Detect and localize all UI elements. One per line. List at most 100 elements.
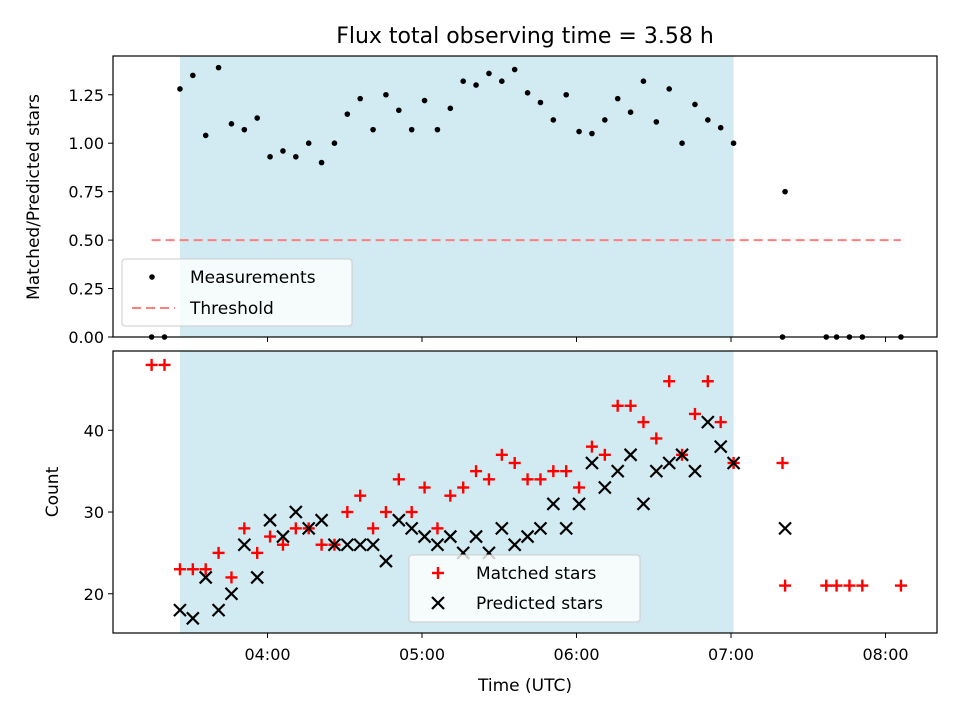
matched-star-point	[289, 522, 302, 535]
x-tick-label: 04:00	[244, 645, 290, 664]
measurement-point	[280, 148, 286, 154]
predicted-star-mark-b	[610, 464, 625, 478]
bottom-y-tick-label: 30	[84, 503, 104, 522]
measurement-point	[267, 153, 273, 160]
predicted-star-point	[186, 611, 200, 626]
measurement-point	[473, 82, 479, 88]
matched-star-point	[856, 579, 869, 592]
measurement-point	[215, 64, 222, 71]
measurement-point	[602, 117, 608, 123]
measurement-point	[653, 119, 660, 125]
predicted-star-point	[507, 537, 522, 552]
predicted-star-mark-b	[353, 537, 367, 552]
predicted-star-mark-b	[520, 529, 535, 544]
top-legend-box	[121, 258, 353, 327]
predicted-star-mark-b	[469, 529, 483, 544]
predicted-star-mark-b	[289, 505, 303, 519]
measurement-point	[254, 115, 260, 121]
chart-title: Flux total observing time = 3.58 h	[336, 24, 714, 49]
measurement-point	[782, 188, 788, 195]
x-tick-label: 07:00	[708, 645, 754, 664]
predicted-star-mark-b	[392, 513, 406, 527]
matched-star-point	[701, 375, 714, 388]
matched-star-point	[521, 473, 534, 486]
legend-matched-marker	[432, 567, 444, 579]
measurement-point	[550, 117, 557, 123]
matched-star-point	[650, 432, 663, 445]
measurement-point	[524, 90, 531, 96]
predicted-star-point	[662, 456, 676, 470]
predicted-star-point	[598, 480, 612, 495]
matched-star-point	[145, 358, 158, 371]
predicted-star-point	[211, 603, 226, 617]
matched-star-point	[495, 448, 508, 461]
bottom-panel: 20 30 40 04:00 05:00 06:00 07:00 08:00 Count T…	[43, 350, 938, 696]
bottom-y-axis-label: Count	[43, 466, 63, 517]
predicted-star-mark-b	[327, 537, 342, 552]
predicted-star-mark-b	[340, 537, 355, 552]
measurement-point	[370, 126, 376, 133]
predicted-star-mark-b	[726, 456, 741, 470]
predicted-star-mark-b	[778, 521, 792, 536]
matched-star-point	[212, 546, 225, 559]
top-y-tick-label: 0.25	[68, 280, 104, 299]
predicted-star-point	[263, 513, 277, 527]
measurement-point	[202, 132, 209, 139]
predicted-star-point	[559, 521, 573, 536]
predicted-star-mark-b	[585, 456, 599, 470]
predicted-star-point	[340, 537, 355, 552]
predicted-star-mark-b	[546, 497, 561, 511]
measurement-point	[563, 91, 569, 98]
predicted-star-point	[366, 537, 380, 552]
legend-measurements-label: Measurements	[190, 268, 316, 288]
matched-star-point	[547, 465, 560, 478]
predicted-star-point	[688, 464, 702, 478]
bottom-y-ticks: 20 30 40	[84, 421, 113, 604]
matched-star-point	[663, 375, 676, 388]
predicted-star-point	[546, 497, 561, 511]
matched-star-point	[341, 506, 354, 519]
matched-star-point	[251, 546, 264, 559]
predicted-star-mark-b	[186, 611, 200, 626]
predicted-star-mark-b	[713, 439, 728, 454]
measurement-point	[589, 130, 595, 137]
matched-star-point	[534, 473, 547, 486]
predicted-star-point	[649, 464, 664, 478]
predicted-star-point	[636, 497, 651, 511]
matched-star-point	[688, 407, 701, 420]
predicted-star-point	[778, 521, 792, 536]
matched-star-point	[444, 489, 457, 502]
predicted-star-mark-b	[250, 570, 264, 585]
predicted-star-point	[469, 529, 483, 544]
top-legend: Measurements Threshold	[121, 258, 353, 327]
matched-star-point	[779, 579, 792, 592]
matched-star-point	[173, 563, 186, 576]
legend-measurements-marker	[149, 274, 155, 280]
measurement-point	[344, 111, 351, 117]
measurement-point	[486, 70, 492, 77]
top-y-tick-label: 1.00	[68, 134, 104, 153]
predicted-star-mark-b	[443, 529, 458, 544]
bottom-y-tick-label: 40	[84, 421, 104, 440]
predicted-star-point	[327, 537, 342, 552]
predicted-star-mark-b	[636, 497, 651, 511]
predicted-star-point	[623, 448, 638, 462]
predicted-star-mark-b	[430, 537, 445, 552]
matched-star-point	[560, 465, 573, 478]
measurement-point	[730, 140, 737, 147]
matched-star-point	[573, 481, 586, 494]
matched-star-point	[158, 358, 171, 371]
x-tick-label: 08:00	[862, 645, 908, 664]
measurement-point	[692, 101, 698, 108]
predicted-star-point	[520, 529, 535, 544]
predicted-star-mark-b	[675, 448, 689, 462]
predicted-star-mark-b	[623, 448, 638, 462]
predicted-star-mark-b	[701, 415, 715, 429]
measurement-point	[357, 95, 364, 102]
measurement-point	[537, 99, 544, 106]
measurement-point	[177, 86, 183, 92]
measurement-point	[383, 91, 389, 98]
top-y-tick-label: 0.50	[68, 231, 104, 250]
measurement-point	[408, 126, 415, 133]
matched-star-point	[776, 456, 789, 469]
